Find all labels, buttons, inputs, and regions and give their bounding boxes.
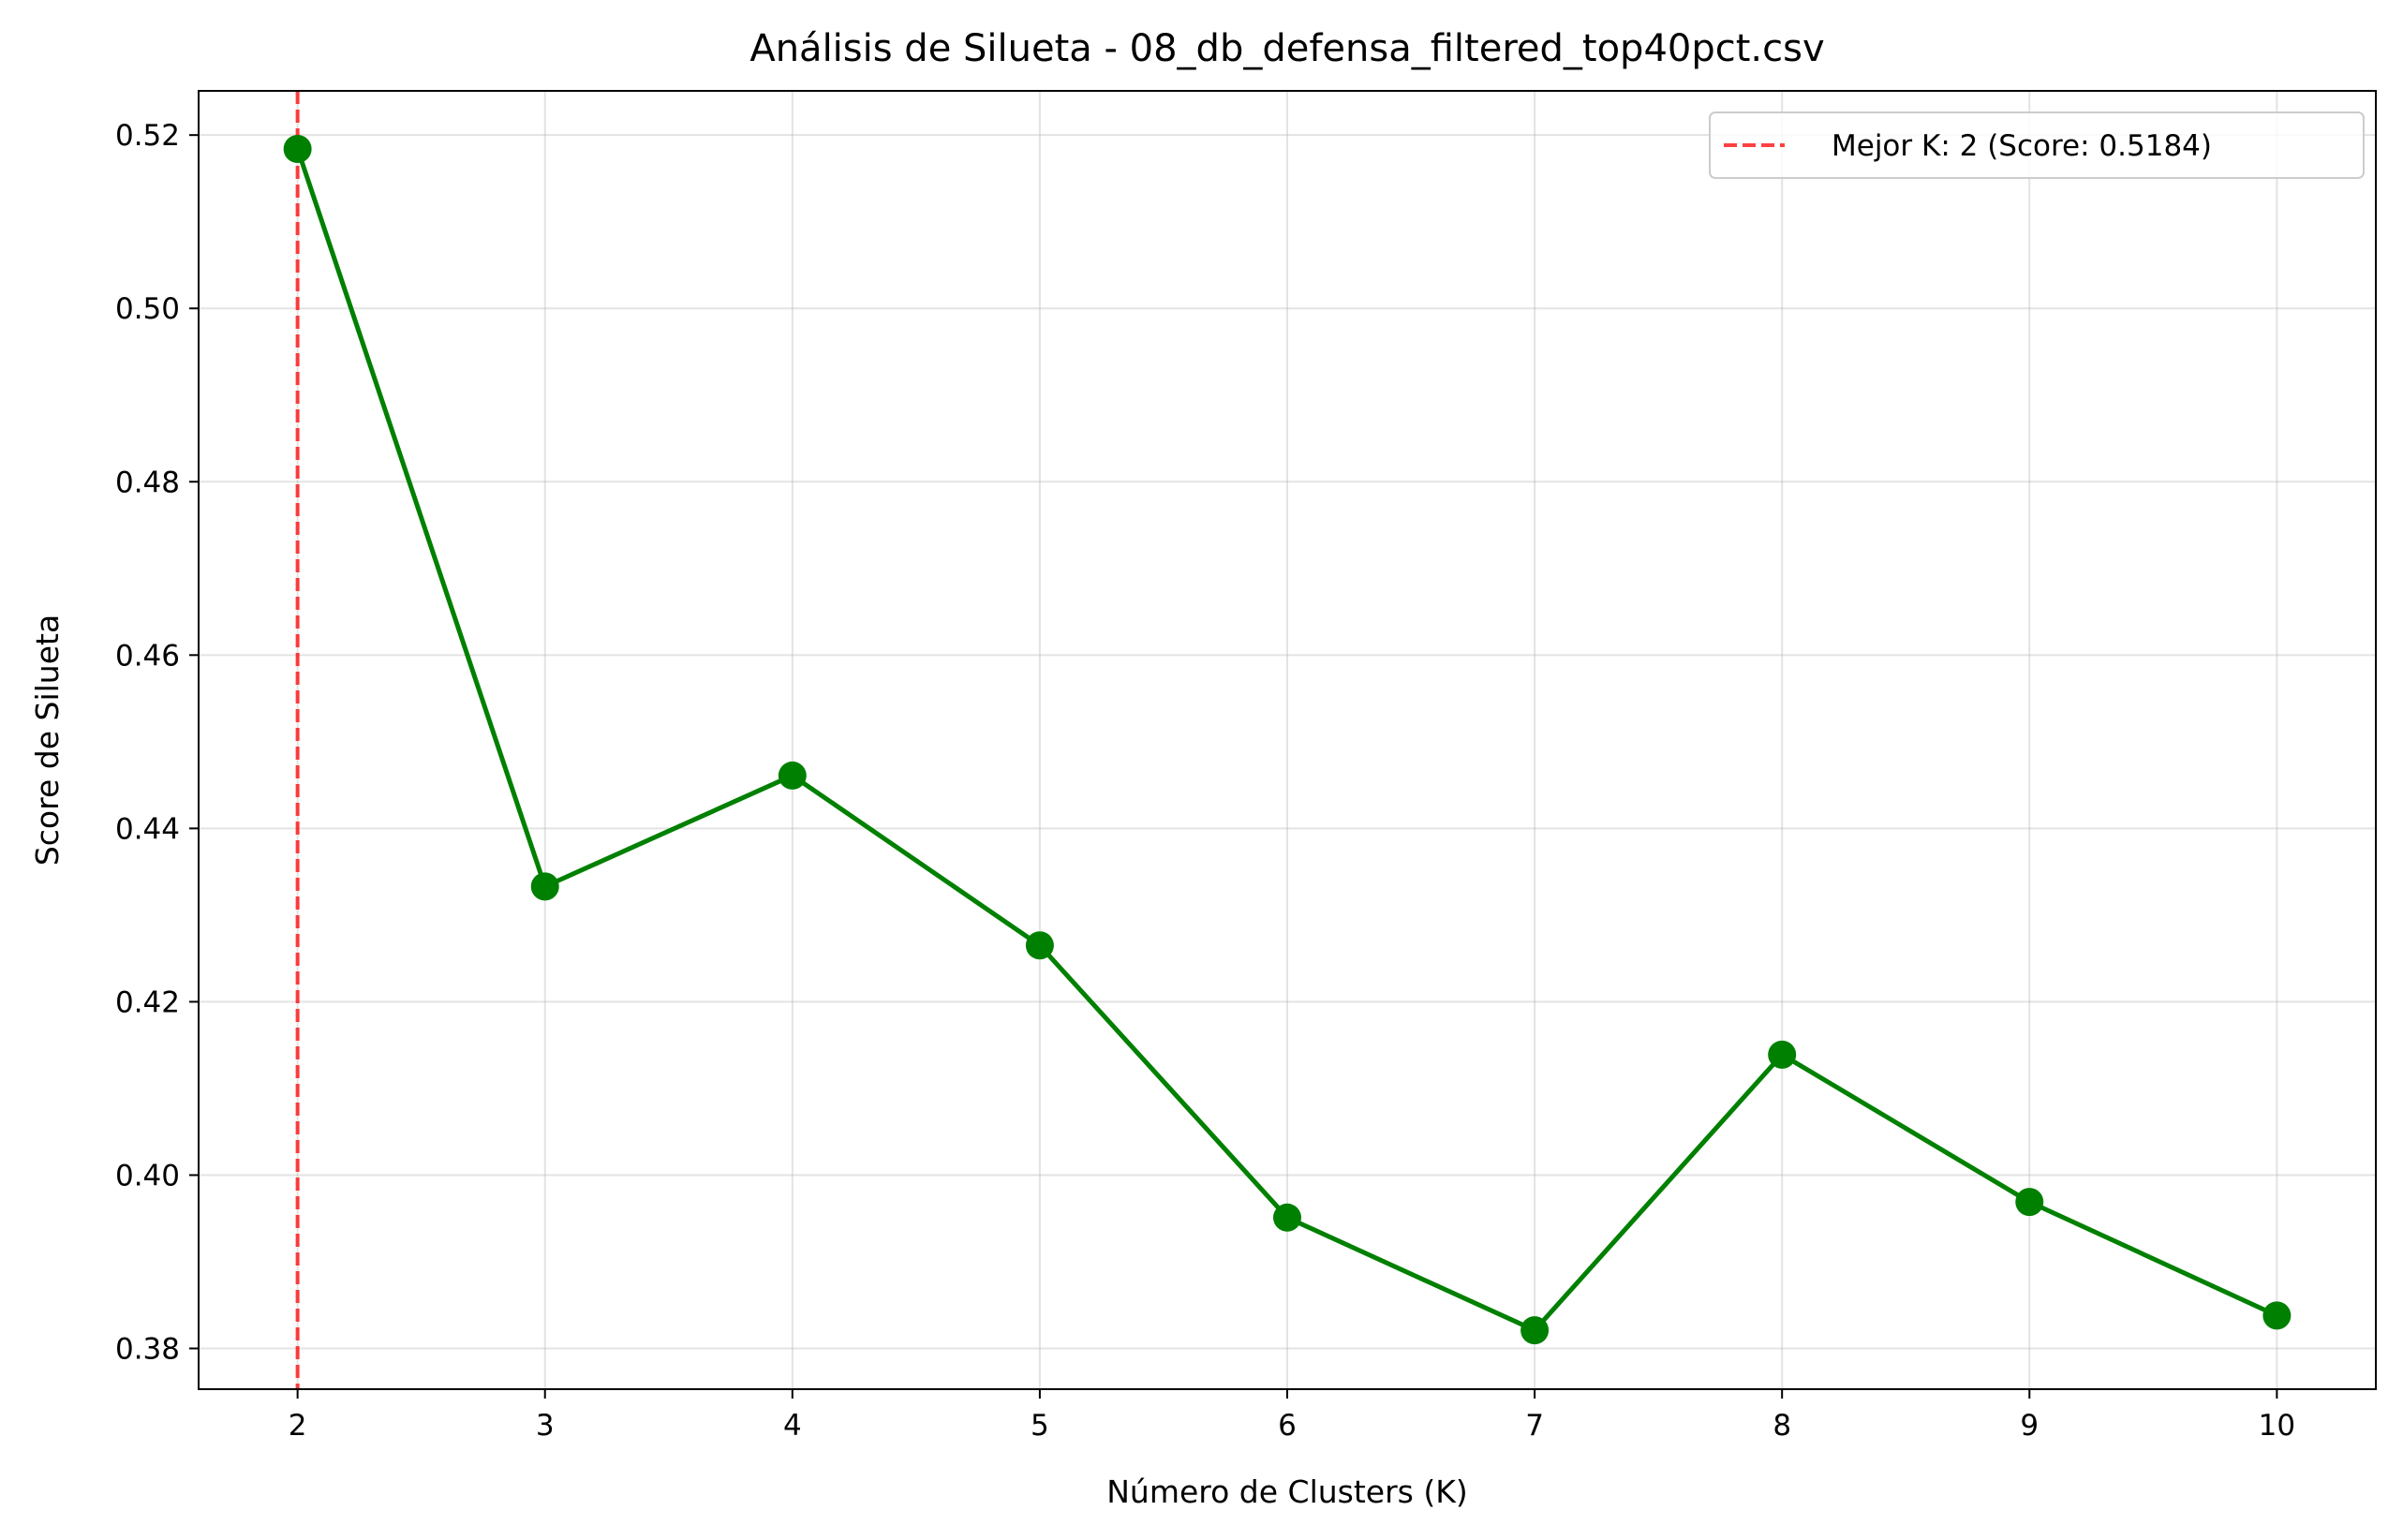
y-tick-label: 0.46 <box>115 639 180 673</box>
data-point <box>2015 1188 2044 1217</box>
y-axis-ticks: 0.38 0.40 0.42 0.44 0.46 0.48 0.50 0.52 <box>115 119 199 1367</box>
data-point <box>530 872 559 901</box>
x-axis-ticks: 2 3 4 5 6 7 8 9 10 <box>289 1389 2295 1443</box>
x-axis-title: Número de Clusters (K) <box>1106 1473 1468 1510</box>
data-point <box>1025 931 1054 960</box>
data-point <box>1273 1203 1301 1232</box>
y-tick-label: 0.38 <box>115 1333 180 1367</box>
grid <box>199 91 2376 1389</box>
y-tick-label: 0.42 <box>115 985 180 1019</box>
x-tick-label: 10 <box>2259 1409 2295 1443</box>
y-tick-label: 0.50 <box>115 292 180 326</box>
x-tick-label: 6 <box>1278 1409 1297 1443</box>
legend-label: Mejor K: 2 (Score: 0.5184) <box>1832 129 2212 163</box>
data-point <box>778 761 807 790</box>
y-tick-label: 0.40 <box>115 1159 180 1192</box>
chart-title: Análisis de Silueta - 08_db_defensa_filt… <box>749 27 1824 70</box>
x-tick-label: 8 <box>1773 1409 1791 1443</box>
x-tick-label: 5 <box>1031 1409 1049 1443</box>
x-tick-label: 3 <box>536 1409 555 1443</box>
x-tick-label: 9 <box>2020 1409 2039 1443</box>
y-axis-title: Score de Silueta <box>29 615 66 866</box>
y-tick-label: 0.44 <box>115 812 180 846</box>
x-tick-label: 2 <box>289 1409 307 1443</box>
y-tick-label: 0.48 <box>115 466 180 499</box>
data-point <box>2262 1301 2292 1330</box>
data-point <box>1768 1040 1797 1069</box>
series-group <box>283 134 2292 1345</box>
legend: Mejor K: 2 (Score: 0.5184) <box>1709 111 2365 179</box>
y-tick-label: 0.52 <box>115 119 180 153</box>
x-tick-label: 7 <box>1525 1409 1544 1443</box>
data-point <box>1520 1316 1550 1345</box>
legend-box <box>1709 111 2365 179</box>
data-point <box>283 134 312 163</box>
x-tick-label: 4 <box>783 1409 802 1443</box>
